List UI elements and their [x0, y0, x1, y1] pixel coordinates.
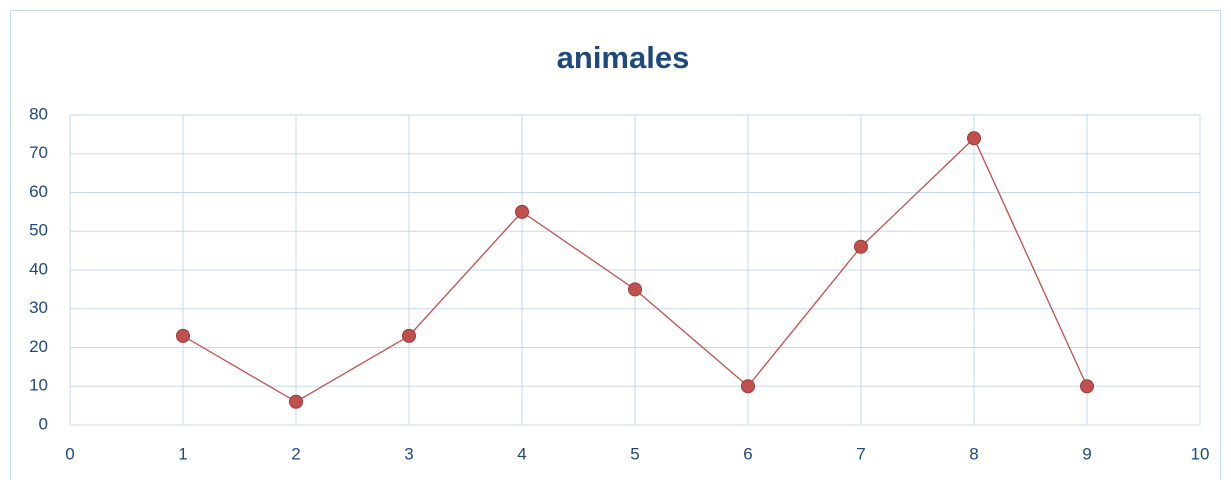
y-tick-label: 30: [29, 298, 48, 317]
x-tick-label: 10: [1191, 444, 1210, 463]
data-point: [289, 394, 303, 409]
chart-frame: [10, 10, 1221, 480]
y-tick-label: 40: [29, 259, 48, 278]
x-tick-label: 9: [1082, 444, 1091, 463]
data-point: [1080, 379, 1094, 394]
x-tick-label: 2: [291, 444, 300, 463]
x-tick-label: 1: [178, 444, 187, 463]
y-tick-label: 50: [29, 221, 48, 240]
x-tick-label: 8: [969, 444, 978, 463]
chart-title: animales: [557, 40, 690, 75]
x-tick-label: 5: [630, 444, 639, 463]
data-point: [515, 204, 529, 219]
y-tick-label: 10: [29, 376, 48, 395]
y-tick-label: 60: [29, 182, 48, 201]
y-tick-label: 20: [29, 337, 48, 356]
x-tick-label: 0: [65, 444, 74, 463]
x-tick-label: 4: [517, 444, 526, 463]
data-point: [854, 239, 868, 254]
y-tick-label: 0: [39, 414, 48, 433]
data-point: [628, 282, 642, 297]
data-point: [402, 328, 416, 343]
x-tick-label: 6: [743, 444, 752, 463]
x-tick-label: 7: [856, 444, 865, 463]
data-point: [176, 328, 190, 343]
y-tick-label: 80: [29, 104, 48, 123]
data-point: [741, 379, 755, 394]
y-tick-label: 70: [29, 143, 48, 162]
data-point: [967, 131, 981, 146]
x-tick-label: 3: [404, 444, 413, 463]
